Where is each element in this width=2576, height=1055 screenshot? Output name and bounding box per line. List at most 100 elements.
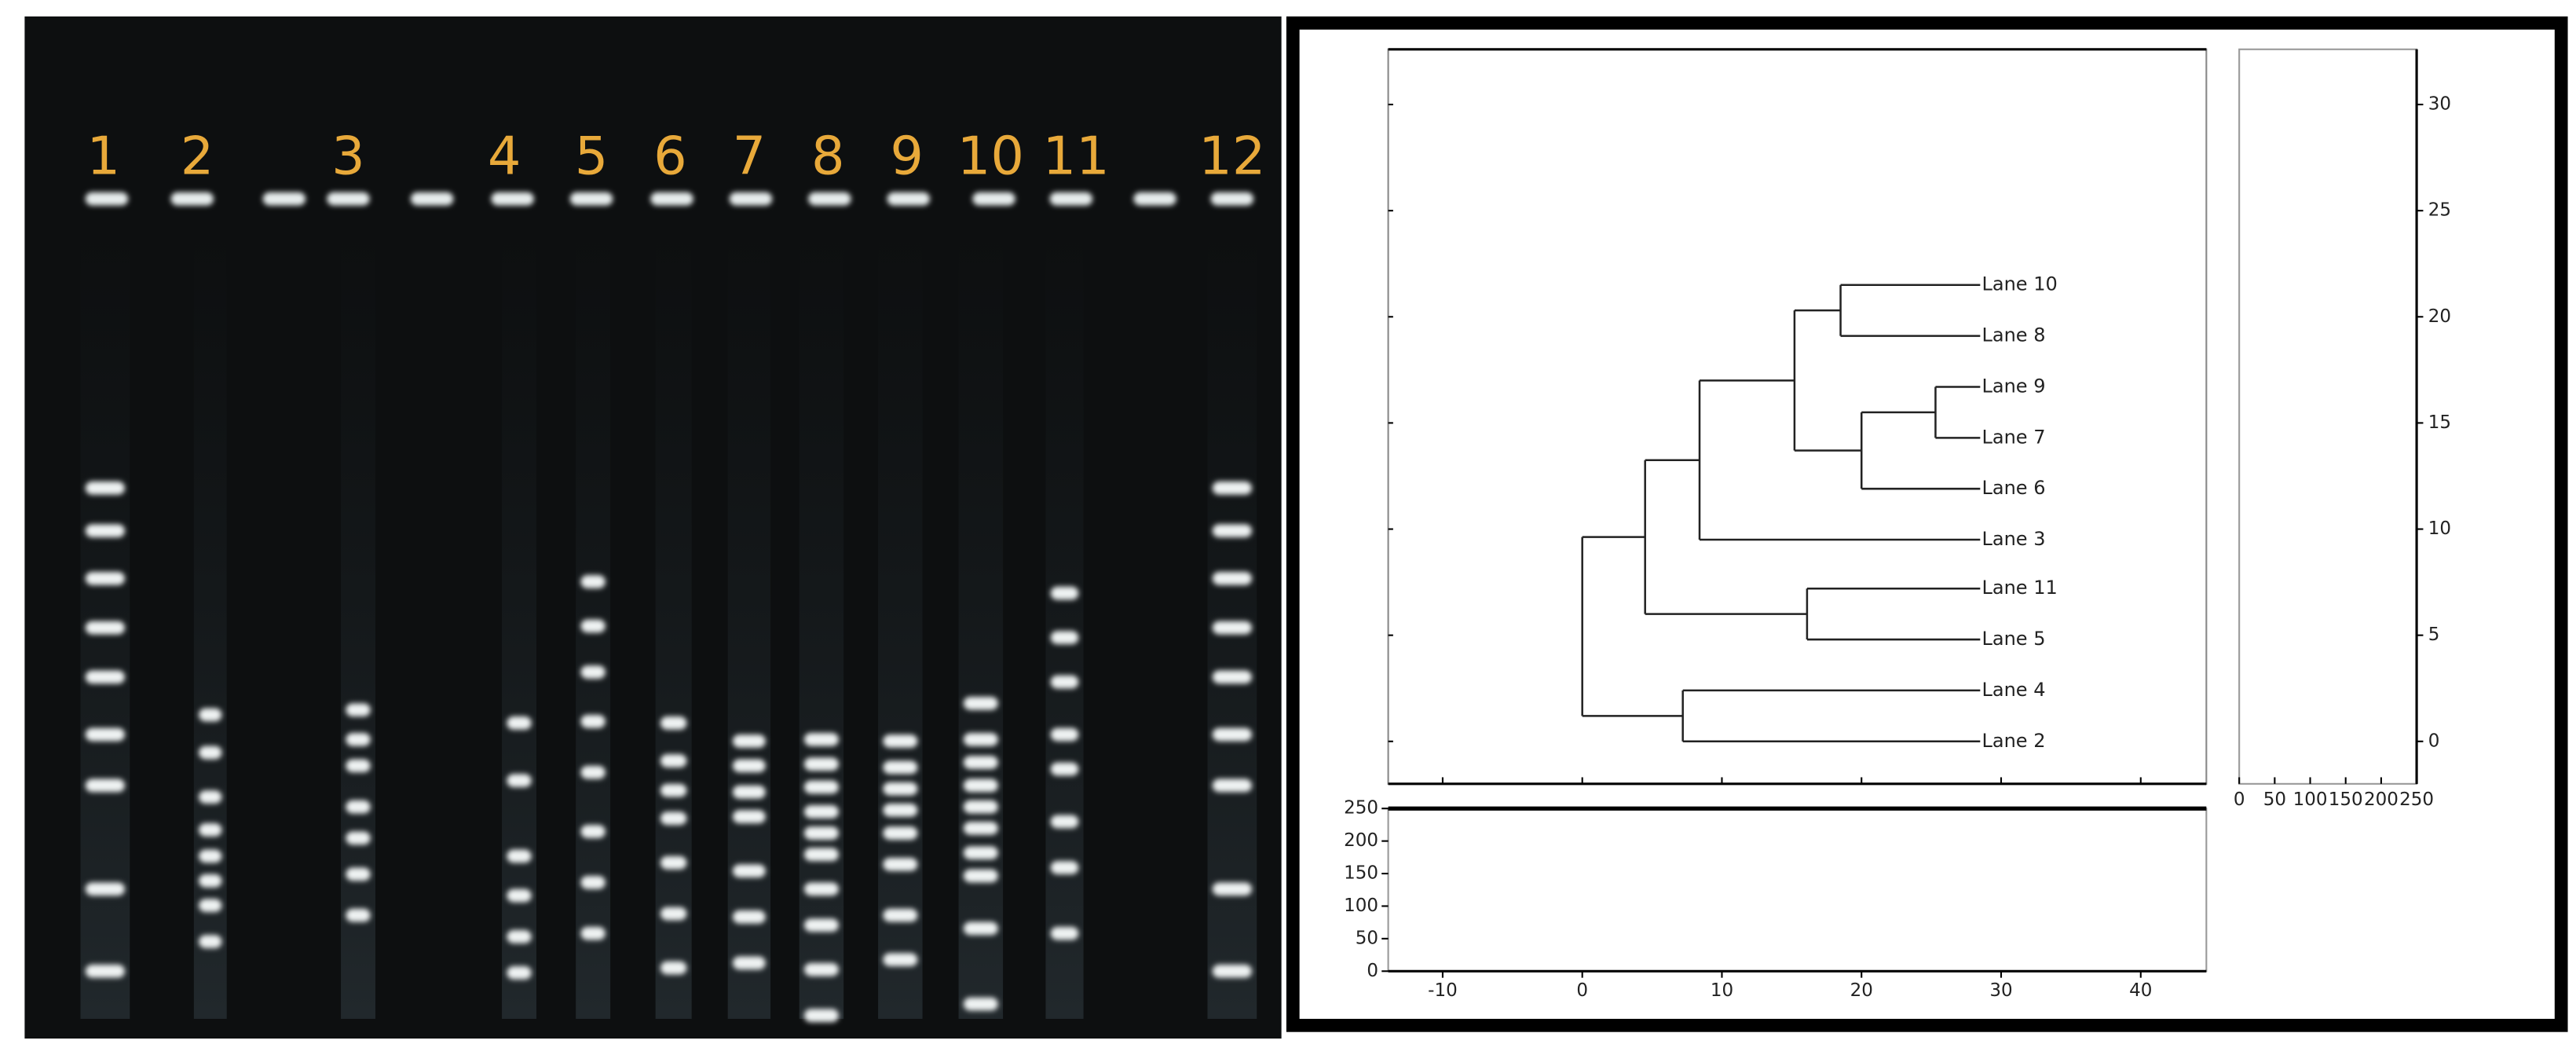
y-tick-label: 10 [2428,518,2451,539]
band [580,619,606,633]
band [1050,631,1079,645]
well-band [1133,192,1176,206]
band [803,826,839,840]
band [507,930,532,943]
band [1212,882,1252,896]
lane-smear [655,229,692,1019]
band [346,703,371,717]
band [883,782,918,796]
band [963,696,998,710]
band [883,857,918,871]
y-tick-label: 25 [2428,200,2451,221]
band [883,734,918,748]
band [963,778,998,793]
band [1212,481,1252,495]
band [85,481,125,495]
band [1050,727,1079,742]
leaf-label: Lane 10 [1981,273,2057,295]
lane-label: 4 [488,125,521,186]
leaf-label: Lane 9 [1981,375,2045,397]
band [803,757,839,771]
band [580,875,606,889]
x-tick-label: 100 [2293,789,2328,810]
band [732,956,766,970]
band [963,846,998,860]
x-tick-label: 250 [2399,789,2434,810]
band [507,888,532,903]
lane-labels: 1 2 3 4 5 6 7 8 9 10 11 12 [86,125,1265,186]
lane-smear [727,229,771,1019]
well-band [1049,192,1093,206]
band [580,714,606,728]
lane-smear [502,229,536,1019]
band [85,621,125,635]
band [580,665,606,679]
band [507,774,532,788]
band [732,864,766,878]
band [883,953,918,967]
band [803,1009,839,1023]
lane-label: 2 [181,125,214,186]
band [1212,778,1252,793]
well-band [808,192,851,206]
band [660,754,687,767]
y-tick-label: 250 [1344,798,1378,819]
band [199,790,222,804]
band [1050,586,1079,600]
band [1212,670,1252,684]
band [1050,762,1079,776]
x-tick-label: 50 [2263,789,2286,810]
band [85,670,125,684]
lane-smear [878,229,923,1019]
band [507,849,532,863]
x-tick-label: 0 [1576,980,1588,1001]
x-tick-label: 20 [1850,980,1873,1001]
y-tick-label: 30 [2428,94,2451,115]
lane-smear [799,229,844,1019]
y-tick-label: 0 [1367,961,1378,981]
band [346,831,371,845]
gel-bands [80,192,1257,1023]
band [199,823,222,837]
leaf-label: Lane 11 [1981,577,2057,599]
band [963,756,998,769]
band [732,910,766,924]
band [660,961,687,975]
leaf-label: Lane 6 [1981,477,2045,499]
well-band [650,192,693,206]
leaf-label: Lane 5 [1981,628,2045,650]
band [660,907,687,921]
band [85,524,125,538]
well-band [491,192,534,206]
band [660,811,687,826]
x-tick-label: 0 [2234,789,2245,810]
band [1050,861,1079,874]
lane-label: 8 [811,125,845,186]
band [346,908,371,922]
band [803,732,839,746]
lane-label: 1 [86,125,120,186]
band [1212,727,1252,742]
band [803,882,839,896]
band [85,882,125,896]
x-tick-label: 150 [2329,789,2363,810]
band [1212,621,1252,635]
band [803,780,839,794]
lane-label: 12 [1198,125,1265,186]
lane-label: 6 [653,125,687,186]
x-tick-label: 10 [1711,980,1733,1001]
band [732,759,766,773]
lane-label: 3 [331,125,365,186]
lane-label: 5 [575,125,609,186]
band [85,778,125,793]
band [1212,571,1252,585]
lane-label: 10 [957,125,1024,186]
band [346,867,371,881]
well-band [972,192,1015,206]
band [199,874,222,888]
x-tick-label: 30 [1989,980,2012,1001]
band [963,800,998,814]
lane-smear [1045,229,1084,1019]
band [580,825,606,838]
